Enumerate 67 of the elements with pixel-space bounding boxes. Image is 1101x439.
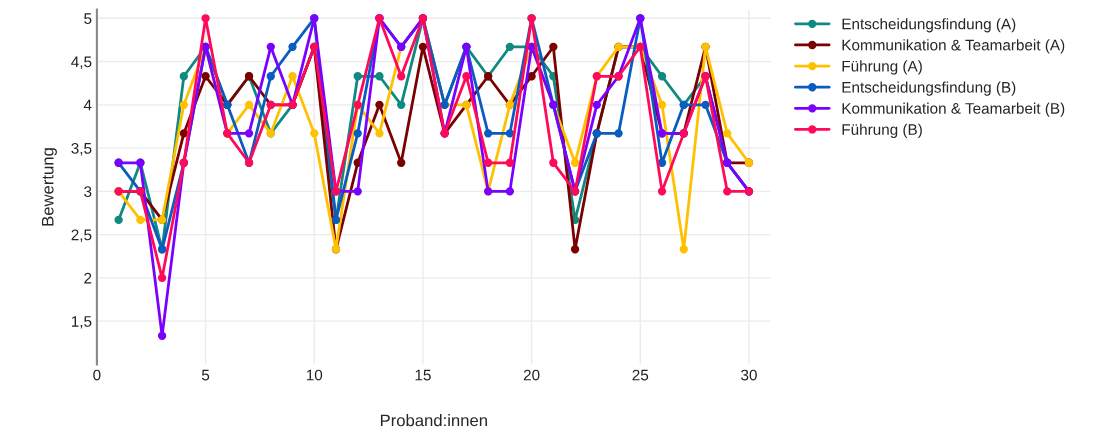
y-tick-label: 3 bbox=[84, 186, 92, 198]
point bbox=[505, 158, 515, 167]
point bbox=[136, 215, 145, 225]
point bbox=[570, 158, 580, 167]
point bbox=[505, 187, 515, 196]
point bbox=[549, 42, 558, 52]
y-tick-label: 4 bbox=[83, 99, 92, 111]
point bbox=[288, 42, 297, 52]
point bbox=[701, 100, 710, 109]
point bbox=[418, 42, 428, 52]
point bbox=[310, 129, 319, 138]
point bbox=[397, 158, 406, 167]
legend-label: Entscheidungsfindung (A) bbox=[842, 18, 1016, 33]
point bbox=[723, 187, 732, 196]
x-tick-label: 5 bbox=[201, 369, 210, 381]
point bbox=[201, 72, 210, 81]
point bbox=[244, 129, 254, 138]
legend-label: Kommunikation & Teamarbeit (B) bbox=[842, 102, 1065, 117]
legend-label: Entscheidungsfindung (B) bbox=[842, 81, 1016, 96]
y-tick-label: 1,5 bbox=[71, 316, 92, 329]
point bbox=[375, 129, 384, 138]
legend-label: Kommunikation & Teamarbeit (A) bbox=[842, 39, 1065, 54]
legend-label: Führung (B) bbox=[842, 123, 922, 138]
x-tick-label: 25 bbox=[632, 369, 649, 381]
point bbox=[353, 187, 362, 196]
point bbox=[483, 129, 493, 138]
y-tick-label: 2 bbox=[84, 272, 92, 284]
point bbox=[114, 215, 123, 225]
x-tick-label: 15 bbox=[415, 369, 431, 381]
point bbox=[353, 72, 362, 81]
point bbox=[614, 129, 623, 138]
point bbox=[266, 42, 275, 52]
point bbox=[157, 331, 167, 340]
point bbox=[549, 158, 558, 167]
point bbox=[397, 100, 406, 109]
point bbox=[353, 129, 362, 138]
point bbox=[462, 72, 471, 81]
x-tick-label: 0 bbox=[93, 369, 101, 381]
x-tick-label: 20 bbox=[523, 369, 540, 381]
point bbox=[157, 273, 167, 283]
point bbox=[657, 187, 667, 196]
point bbox=[657, 72, 667, 81]
point bbox=[201, 14, 210, 23]
x-tick-label: 30 bbox=[741, 369, 757, 381]
point bbox=[288, 72, 297, 81]
y-axis-title: Bewertung bbox=[41, 148, 57, 226]
point bbox=[570, 245, 580, 254]
point bbox=[505, 42, 515, 52]
point bbox=[592, 100, 601, 109]
point bbox=[375, 100, 384, 109]
y-tick-label: 2,5 bbox=[71, 229, 92, 243]
y-tick-label: 5 bbox=[84, 13, 92, 24]
point bbox=[375, 72, 384, 81]
point bbox=[483, 158, 493, 167]
point bbox=[679, 245, 688, 254]
point bbox=[723, 129, 732, 138]
point bbox=[244, 100, 254, 109]
y-tick-label: 4,5 bbox=[71, 56, 92, 70]
point bbox=[179, 72, 188, 81]
point bbox=[266, 72, 275, 81]
point bbox=[657, 100, 667, 109]
x-tick-label: 10 bbox=[306, 369, 323, 381]
y-tick-label: 3,5 bbox=[71, 142, 92, 156]
point bbox=[179, 100, 188, 109]
point bbox=[397, 72, 406, 81]
legend-label: Führung (A) bbox=[842, 60, 922, 75]
x-axis-title: Proband:innen bbox=[380, 414, 487, 427]
